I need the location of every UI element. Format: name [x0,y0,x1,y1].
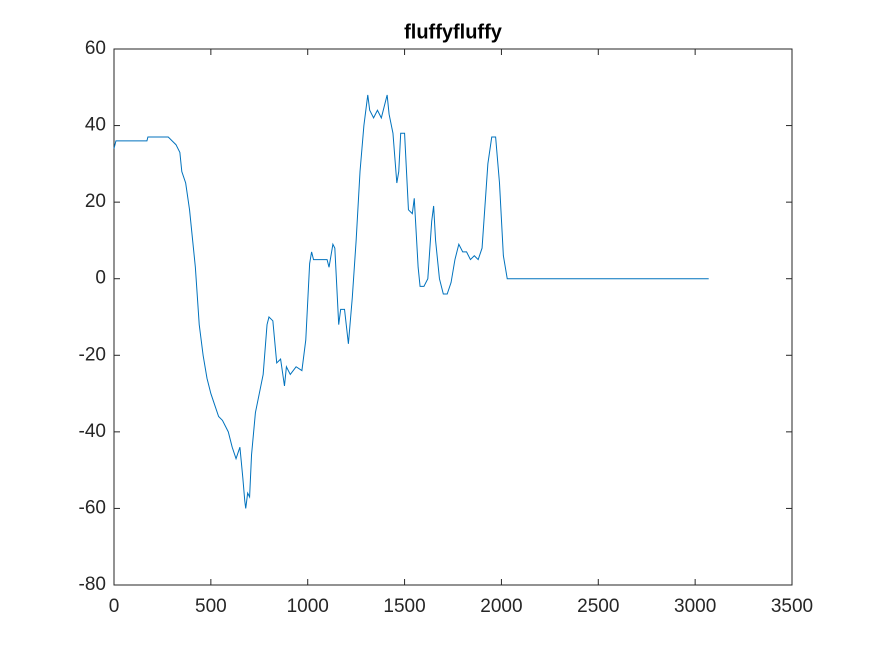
y-tick-label: 20 [85,191,106,212]
x-tick-label: 500 [195,596,227,617]
y-tick-label: -80 [79,574,106,595]
y-tick-label: -20 [79,344,106,365]
line-series [113,94,709,509]
x-tick-label: 3500 [771,596,813,617]
y-tick-label: -40 [79,421,106,442]
axes-box [113,48,793,586]
y-tick-label: 0 [95,268,106,289]
y-tick-label: -60 [79,497,106,518]
y-tick-label: 60 [85,38,106,59]
y-tick-label: 40 [85,115,106,136]
x-tick-label: 1500 [383,596,425,617]
x-tick-label: 2000 [480,596,522,617]
x-tick-label: 0 [109,596,120,617]
x-tick-label: 2500 [577,596,619,617]
x-tick-label: 1000 [287,596,329,617]
x-tick-label: 3000 [674,596,716,617]
chart-title: fluffyfluffy [404,21,503,43]
